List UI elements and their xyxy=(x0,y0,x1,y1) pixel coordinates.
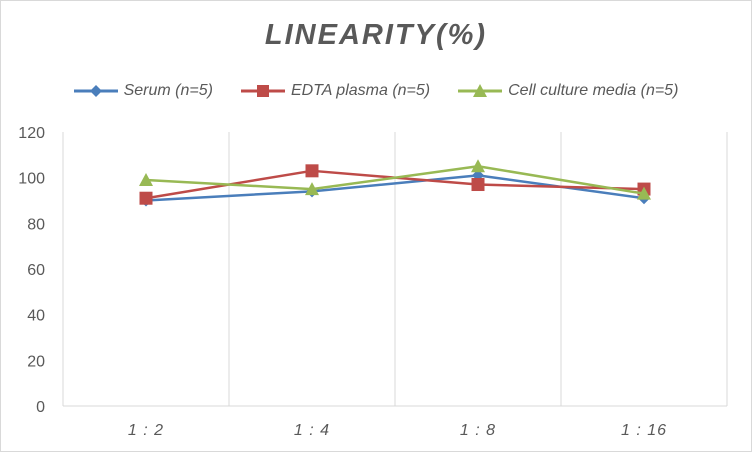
data-point xyxy=(471,159,485,173)
y-tick-label: 20 xyxy=(27,353,45,370)
legend: Serum (n=5) EDTA plasma (n=5) Cell cultu… xyxy=(1,79,751,103)
chart-title: LINEARITY(%) xyxy=(264,19,488,51)
legend-item-edta-plasma: EDTA plasma (n=5) xyxy=(240,82,431,100)
series-line-2 xyxy=(145,165,645,195)
data-point xyxy=(305,182,319,196)
x-tick-label: 1 : 16 xyxy=(621,422,667,439)
y-tick-label: 40 xyxy=(27,308,45,325)
legend-label-edta-plasma: EDTA plasma (n=5) xyxy=(290,82,431,99)
legend-label-cell-culture-media: Cell culture media (n=5) xyxy=(508,82,679,99)
x-tick-label: 1 : 4 xyxy=(294,422,330,439)
x-tick-label: 1 : 2 xyxy=(128,422,164,439)
data-point xyxy=(637,186,651,200)
data-point xyxy=(139,172,153,186)
legend-item-serum: Serum (n=5) xyxy=(73,82,213,100)
data-point xyxy=(471,178,485,192)
data-point xyxy=(305,164,319,178)
legend-label-serum: Serum (n=5) xyxy=(123,82,213,99)
legend-item-cell-culture-media: Cell culture media (n=5) xyxy=(458,82,678,100)
legend-marker-edta-plasma xyxy=(240,85,285,97)
y-tick-label: 0 xyxy=(36,399,45,416)
legend-marker-cell-culture-media xyxy=(458,84,503,97)
y-tick-label: 100 xyxy=(18,171,45,188)
y-tick-label: 60 xyxy=(27,262,45,279)
y-tick-label: 80 xyxy=(27,216,45,233)
x-tick-label: 1 : 8 xyxy=(460,422,496,439)
legend-marker-serum xyxy=(73,85,118,97)
data-point xyxy=(139,191,153,205)
y-tick-label: 120 xyxy=(18,125,45,142)
